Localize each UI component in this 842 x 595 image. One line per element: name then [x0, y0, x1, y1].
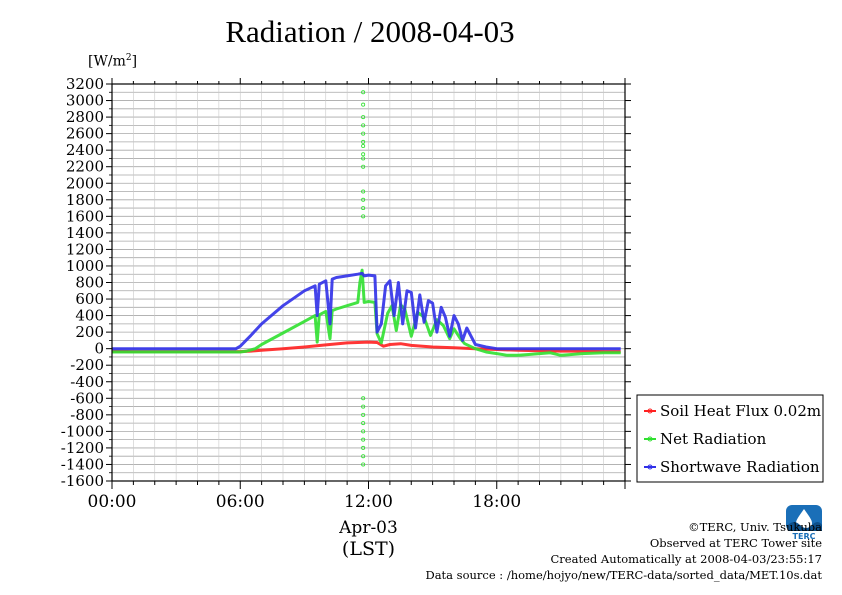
y-tick-label: 1200 — [66, 240, 104, 258]
footer-source: Data source : /home/hojyo/new/TERC-data/… — [425, 568, 822, 582]
legend-label-0: Soil Heat Flux 0.02m — [660, 402, 821, 420]
y-tick-label: 2400 — [66, 141, 104, 159]
spike-marker — [361, 421, 366, 426]
legend-marker-1 — [647, 436, 653, 442]
spike-marker — [361, 156, 366, 161]
spike-marker — [361, 206, 366, 211]
y-tick-label: 600 — [75, 290, 104, 308]
legend-marker-2 — [647, 464, 653, 470]
spike-marker — [361, 144, 366, 149]
y-tick-label: 400 — [75, 307, 104, 325]
y-tick-label: 1000 — [66, 257, 104, 275]
y-tick-label: -400 — [70, 373, 104, 391]
spike-marker — [361, 412, 366, 417]
series-line-2 — [112, 271, 621, 351]
y-tick-label: 3200 — [66, 75, 104, 93]
y-tick-label: 1400 — [66, 224, 104, 242]
y-tick-label: 3000 — [66, 92, 104, 110]
x-axis-unit: (LST) — [342, 538, 395, 560]
y-tick-label: 200 — [75, 323, 104, 341]
footer-info: ©TERC, Univ. Tsukuba Observed at TERC To… — [425, 519, 822, 583]
y-unit-sup: 2 — [125, 53, 132, 63]
y-tick-label: 0 — [94, 340, 104, 358]
y-tick-label: -1200 — [61, 439, 104, 457]
y-tick-label: -1600 — [61, 472, 104, 490]
spike-marker — [361, 90, 366, 95]
logo-text: TERC — [793, 532, 816, 541]
legend-label-2: Shortwave Radiation — [660, 458, 820, 476]
legend-label-1: Net Radiation — [660, 430, 767, 448]
spike-marker — [361, 437, 366, 442]
y-tick-label: 1600 — [66, 207, 104, 225]
legend-box — [636, 394, 824, 483]
x-tick-label: 18:00 — [472, 492, 521, 512]
series-line-1 — [112, 268, 621, 357]
x-axis-date: Apr-03 — [338, 518, 398, 538]
spike-marker — [361, 131, 366, 136]
footer-copyright: ©TERC, Univ. Tsukuba — [688, 520, 822, 534]
y-axis-unit: [W/m2] — [88, 53, 137, 70]
y-tick-label: 800 — [75, 274, 104, 292]
spike-marker — [361, 396, 366, 401]
spike-marker — [361, 123, 366, 128]
y-tick-label: -1400 — [61, 455, 104, 473]
spike-marker — [361, 454, 366, 459]
spike-marker — [361, 462, 366, 467]
spike-marker — [361, 429, 366, 434]
footer-observed: Observed at TERC Tower site — [649, 536, 822, 550]
terc-logo-icon: TERC — [786, 505, 822, 541]
y-tick-label: -800 — [70, 406, 104, 424]
y-tick-label: 2000 — [66, 174, 104, 192]
x-tick-label: 06:00 — [216, 492, 265, 512]
y-tick-label: 2600 — [66, 125, 104, 143]
spike-marker — [361, 214, 366, 219]
plot-frame — [111, 83, 626, 482]
spike-marker — [361, 115, 366, 120]
y-tick-label: 2800 — [66, 108, 104, 126]
spike-marker — [361, 139, 366, 144]
spike-marker — [361, 445, 366, 450]
spike-marker — [361, 102, 366, 107]
y-unit-close: ] — [131, 53, 138, 70]
x-tick-label: 00:00 — [88, 492, 137, 512]
y-tick-label: 2200 — [66, 158, 104, 176]
y-tick-label: -1000 — [61, 422, 104, 440]
spike-marker — [361, 164, 366, 169]
y-unit-open: [W/m — [88, 53, 126, 70]
x-tick-label: 12:00 — [344, 492, 393, 512]
spike-marker — [361, 152, 366, 157]
y-tick-label: -200 — [70, 356, 104, 374]
spike-marker — [361, 197, 366, 202]
chart-title: Radiation / 2008-04-03 — [225, 14, 515, 49]
y-tick-label: 1800 — [66, 191, 104, 209]
spike-marker — [361, 189, 366, 194]
footer-created: Created Automatically at 2008-04-03/23:5… — [550, 552, 823, 566]
spike-marker — [361, 404, 366, 409]
y-tick-label: -600 — [70, 389, 104, 407]
legend-marker-0 — [647, 408, 653, 414]
